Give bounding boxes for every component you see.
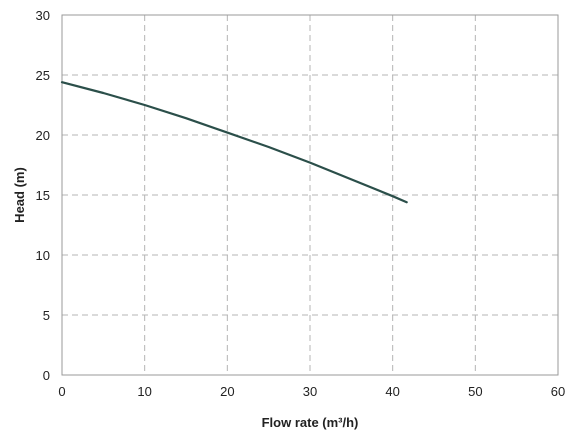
series-line <box>60 81 408 204</box>
x-tick-label: 10 <box>137 384 151 399</box>
y-tick-label: 20 <box>36 128 50 143</box>
x-tick-label: 50 <box>468 384 482 399</box>
y-tick-label: 30 <box>36 8 50 23</box>
series-layer <box>60 81 408 204</box>
x-axis-label: Flow rate (m³/h) <box>262 415 359 430</box>
tick-labels: 0 10 20 30 40 50 60 0 5 10 15 20 25 30 <box>36 8 566 399</box>
x-tick-label: 30 <box>303 384 317 399</box>
y-tick-label: 0 <box>43 368 50 383</box>
x-tick-label: 60 <box>551 384 565 399</box>
y-tick-label: 15 <box>36 188 50 203</box>
x-tick-label: 20 <box>220 384 234 399</box>
y-tick-label: 5 <box>43 308 50 323</box>
x-tick-label: 0 <box>58 384 65 399</box>
y-axis-label: Head (m) <box>12 167 27 223</box>
plot-frame <box>61 14 559 376</box>
y-tick-label: 10 <box>36 248 50 263</box>
x-tick-label: 40 <box>385 384 399 399</box>
gridlines <box>62 15 558 375</box>
y-tick-label: 25 <box>36 68 50 83</box>
